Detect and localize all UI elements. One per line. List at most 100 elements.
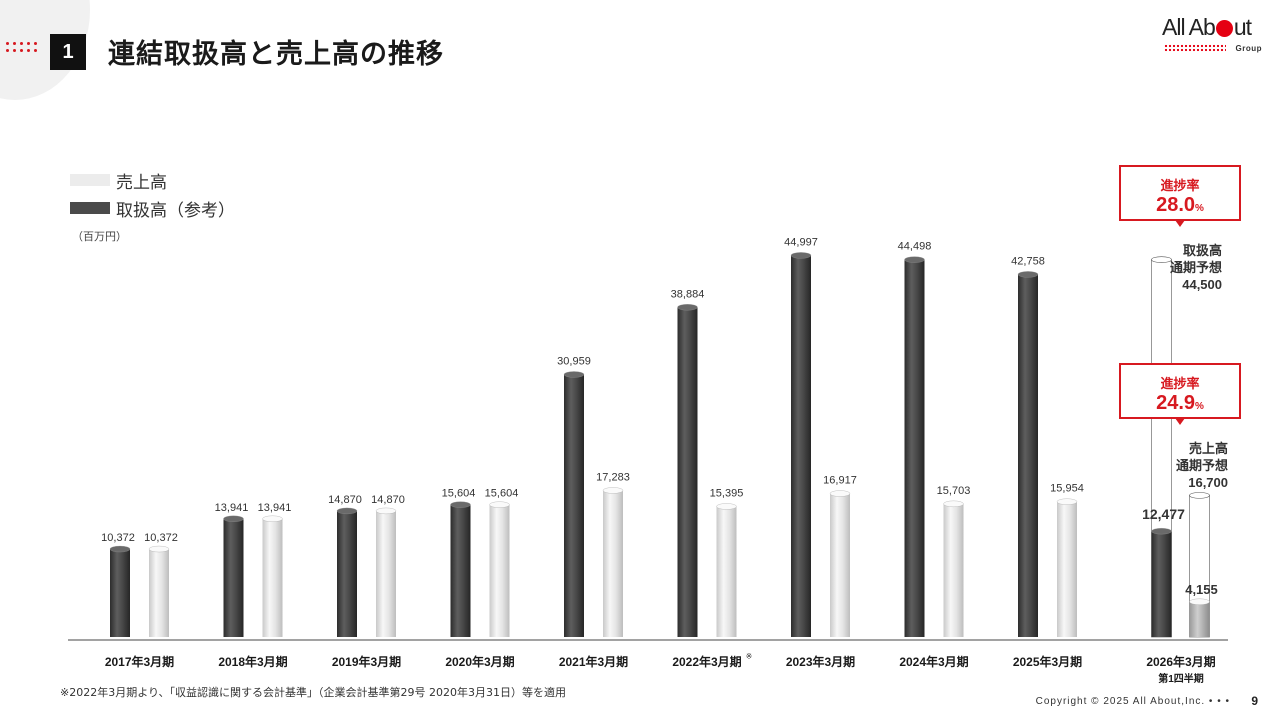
bar-sales-top [1056, 498, 1078, 505]
progress-callout-transaction: 進捗率 28.0% [1119, 165, 1241, 227]
all-about-logo: All Ab ut Group [1162, 14, 1262, 53]
forecast-outline-transaction-top [1151, 256, 1172, 263]
footnote: ※2022年3月期より、「収益認識に関する会計基準」（企業会計基準第29号 20… [60, 686, 567, 699]
bar-sales [489, 504, 510, 637]
x-tick-label: 2019年3月期 [332, 654, 401, 669]
page-number: 9 [1251, 694, 1258, 708]
data-label-transaction: 15,604 [442, 488, 476, 500]
data-label-sales: 17,283 [596, 471, 630, 483]
bar-sales-top [716, 503, 737, 510]
progress-callout-sales: 進捗率 24.9% [1119, 363, 1241, 425]
x-tick-label: 2023年3月期 [786, 654, 855, 669]
bar-transaction-top [1017, 271, 1039, 278]
bar-transaction [337, 510, 357, 637]
x-tick-label: 2026年3月期 [1146, 654, 1215, 669]
bar-transaction-top [450, 501, 471, 508]
x-tick-label: 2021年3月期 [559, 654, 628, 669]
bar-sales-top [489, 501, 510, 508]
bar-transaction-top [109, 545, 131, 553]
bar-sales [830, 493, 850, 637]
legend-label-transaction: 取扱高（参考） [116, 200, 235, 221]
copyright: Copyright © 2025 All About,Inc. • • • [1035, 696, 1230, 707]
x-tick-note: ※ [746, 652, 753, 661]
bar-sales [1057, 501, 1077, 637]
bar-sales-top [943, 500, 964, 507]
data-label-sales: 15,604 [485, 488, 519, 500]
bar-transaction [110, 549, 130, 637]
data-label-sales: 14,870 [371, 494, 405, 506]
bar-transaction [791, 255, 811, 637]
bar-transaction [564, 374, 584, 637]
forecast-outline-sales-top [1189, 492, 1210, 499]
data-label-sales: 15,954 [1050, 483, 1084, 495]
bar-transaction [904, 259, 925, 637]
legend-swatch-sales [70, 174, 110, 186]
legend-swatch-transaction [70, 202, 110, 214]
progress-label: 進捗率 [1160, 178, 1200, 193]
bar-sales [262, 518, 283, 637]
bar-sales [1189, 601, 1210, 637]
logo-dots [1164, 44, 1226, 52]
progress-label: 進捗率 [1160, 376, 1200, 391]
bar-transaction [1151, 531, 1172, 637]
data-label-sales: 16,917 [823, 475, 857, 487]
data-label-transaction: 44,997 [784, 236, 818, 248]
bar-sales-top [1189, 598, 1210, 605]
bar-sales-top [375, 507, 397, 515]
bar-sales-top [602, 487, 624, 494]
forecast-transaction-text: 取扱高 通期予想 44,500 [1169, 243, 1222, 292]
data-label-transaction: 30,959 [557, 355, 591, 367]
legend-item-transaction: 取扱高（参考） [70, 194, 235, 222]
section-number: 1 [50, 34, 86, 70]
bar-sales [603, 490, 623, 637]
bar-transaction-top [1151, 528, 1172, 535]
data-label-sales: 15,703 [937, 485, 971, 497]
bar-transaction [677, 307, 698, 637]
page-title: 連結取扱高と売上高の推移 [108, 39, 444, 70]
x-tick-label: 2022年3月期 [672, 654, 741, 669]
logo-o-circle [1215, 20, 1233, 37]
bar-transaction [223, 518, 244, 637]
data-label-transaction: 42,758 [1011, 255, 1045, 267]
legend-label-sales: 売上高 [116, 172, 167, 193]
progress-value: 24.9% [1156, 392, 1204, 414]
bar-sales [716, 506, 737, 637]
data-label-transaction: 44,498 [898, 241, 932, 253]
unit-label: （百万円） [72, 230, 127, 243]
logo-subtitle: Group [1235, 44, 1262, 53]
dots-decoration [6, 40, 38, 54]
x-tick-label: 2017年3月期 [105, 654, 174, 669]
bar-sales-top [148, 545, 170, 553]
bar-transaction-top [223, 515, 244, 522]
x-tick-label: 2020年3月期 [445, 654, 514, 669]
x-tick-label: 2018年3月期 [218, 654, 287, 669]
x-tick-label: 2025年3月期 [1013, 654, 1082, 669]
progress-value: 28.0% [1156, 194, 1204, 216]
bar-transaction [1018, 274, 1038, 637]
bar-sales [149, 549, 169, 637]
bar-sales [943, 503, 964, 637]
x-tick-sublabel: 第1四半期 [1158, 672, 1204, 685]
bar-transaction-top [563, 371, 585, 378]
bar-transaction-top [790, 252, 812, 259]
bar-sales-top [262, 515, 283, 522]
data-label-sales: 4,155 [1185, 582, 1218, 597]
bar-transaction-top [677, 304, 698, 311]
data-label-transaction: 12,477 [1142, 506, 1185, 522]
chart-legend: 売上高 取扱高（参考） [70, 166, 235, 222]
bar-sales-top [829, 490, 851, 497]
data-label-sales: 10,372 [144, 532, 178, 544]
data-label-transaction: 14,870 [328, 494, 362, 506]
bar-transaction-top [336, 507, 358, 515]
data-label-sales: 15,395 [710, 487, 744, 499]
bar-transaction [450, 504, 471, 637]
forecast-sales-text: 売上高 通期予想 16,700 [1175, 441, 1228, 490]
data-label-transaction: 13,941 [215, 502, 249, 514]
x-tick-label: 2024年3月期 [899, 654, 968, 669]
legend-item-sales: 売上高 [70, 166, 235, 194]
data-label-sales: 13,941 [258, 502, 292, 514]
data-label-transaction: 10,372 [101, 532, 135, 544]
bar-sales [376, 510, 396, 637]
bar-transaction-top [904, 256, 925, 263]
